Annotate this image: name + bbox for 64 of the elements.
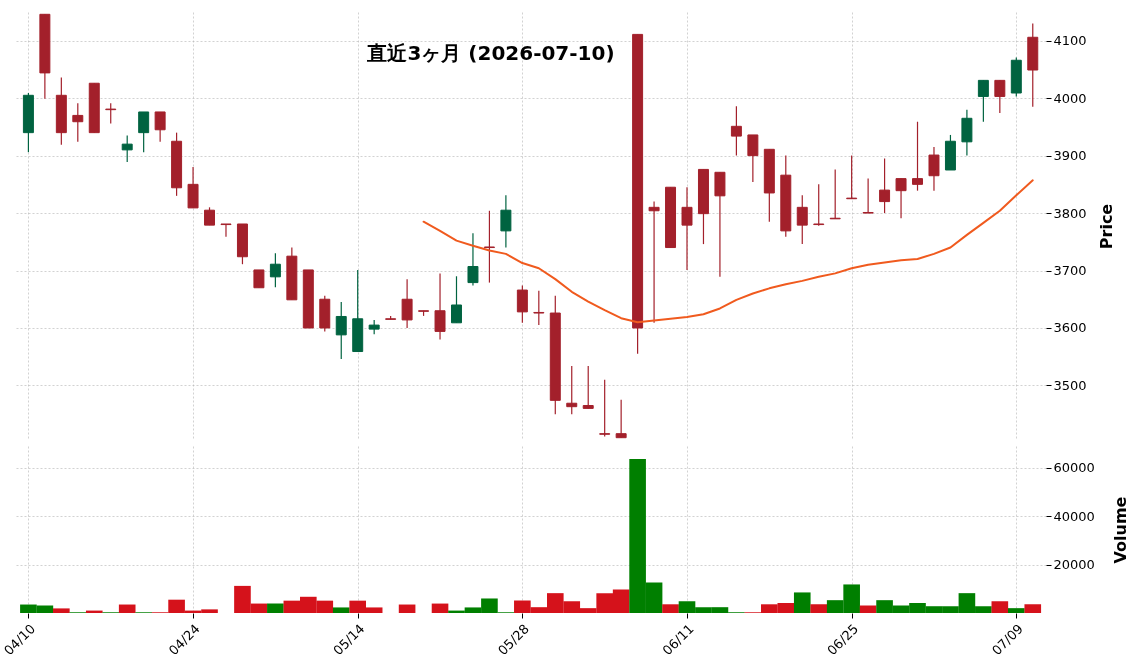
- candlestick: [648, 200, 660, 324]
- candlestick: [862, 178, 874, 214]
- bar: [53, 608, 70, 613]
- bar: [398, 604, 416, 613]
- candlestick: [220, 223, 232, 238]
- candlestick: [483, 210, 495, 284]
- bar: [1007, 608, 1025, 613]
- bar: [859, 605, 877, 613]
- candlestick: [434, 272, 446, 341]
- candlestick: [451, 275, 462, 324]
- candlestick: [681, 186, 693, 271]
- candlestick: [269, 252, 281, 288]
- y-tick-label: 4100: [1053, 33, 1087, 49]
- candlestick: [846, 155, 858, 200]
- candlestick: [533, 290, 545, 326]
- candlestick: [977, 79, 989, 123]
- candlestick: [401, 278, 413, 329]
- candlestick: [813, 183, 825, 227]
- candlestick: [879, 157, 891, 214]
- y-tick-label: 3800: [1053, 205, 1087, 221]
- candlestick: [714, 171, 726, 278]
- text: 直近3ヶ月 (2026-07-10): [366, 41, 615, 65]
- bar: [1024, 604, 1042, 613]
- bar: [118, 604, 136, 613]
- candlestick: [912, 121, 923, 192]
- candlestick: [961, 109, 973, 157]
- y-tick-label: 3700: [1053, 263, 1087, 279]
- y-tick-label: 60000: [1053, 460, 1095, 476]
- line-series: [422, 179, 1034, 324]
- bar: [662, 604, 679, 613]
- y-tick-label: 3500: [1053, 377, 1087, 393]
- bar: [810, 604, 828, 613]
- y-tick-label: 20000: [1053, 557, 1095, 573]
- y-axis-title: Volume: [1110, 496, 1130, 564]
- bar: [332, 607, 350, 613]
- candlestick: [582, 365, 594, 409]
- y-tick-label: 3900: [1053, 148, 1087, 164]
- candlestick: [121, 134, 133, 163]
- bar: [991, 601, 1009, 613]
- candlestick: [72, 102, 84, 143]
- candlestick: [566, 365, 578, 415]
- candlestick: [796, 194, 808, 245]
- candlestick: [105, 102, 117, 125]
- candlestick: [928, 146, 940, 192]
- y-tick-label: 40000: [1053, 508, 1095, 524]
- candlestick: [516, 284, 528, 324]
- candlestick: [599, 379, 611, 438]
- bar: [267, 603, 284, 613]
- y-tick-label: 4000: [1053, 90, 1087, 106]
- bar: [431, 603, 449, 613]
- candlestick: [138, 111, 150, 153]
- candlestick: [730, 105, 742, 157]
- candlestick: [615, 399, 627, 439]
- candlestick: [747, 134, 759, 183]
- candlestick: [994, 79, 1006, 114]
- bar: [793, 592, 811, 613]
- candlestick: [335, 301, 347, 360]
- candlestick: [467, 232, 479, 287]
- y-axis-title: Price: [1096, 203, 1116, 250]
- y-tick-label: 3600: [1053, 320, 1087, 336]
- candlestick: [500, 194, 512, 249]
- candlestick: [187, 166, 199, 209]
- candlestick: [895, 178, 907, 219]
- candlestick: [154, 111, 166, 143]
